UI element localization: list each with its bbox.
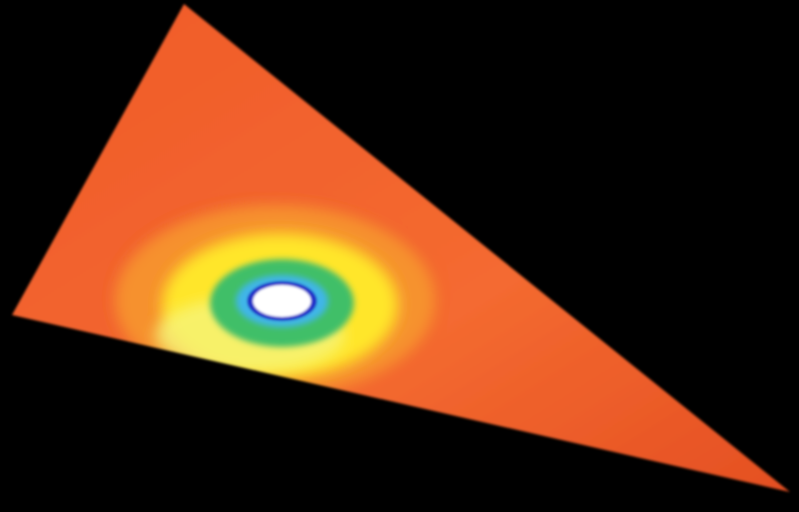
white-core: [253, 285, 311, 317]
heat-map-triangle: [12, 4, 790, 492]
